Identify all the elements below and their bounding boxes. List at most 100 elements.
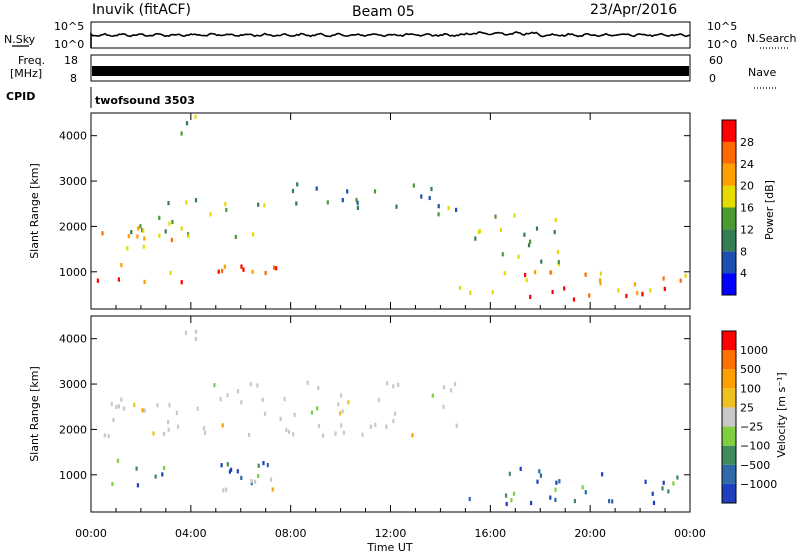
heatmap-cell: [326, 200, 329, 205]
heatmap-cell: [224, 202, 227, 207]
heatmap-cell: [250, 479, 253, 484]
heatmap-cell: [662, 480, 665, 485]
y-tick-label: 1000: [59, 469, 87, 482]
heatmap-cell: [341, 409, 344, 414]
heatmap-cell: [676, 475, 679, 480]
heatmap-cell: [538, 469, 541, 474]
heatmap-cell: [249, 382, 252, 387]
heatmap-cell: [539, 473, 542, 478]
colorbar-tick-label: 12: [740, 223, 754, 236]
colorbar-segment: [722, 229, 736, 252]
heatmap-cell: [549, 495, 552, 500]
heatmap-cell: [279, 416, 282, 421]
heatmap-cell: [230, 467, 233, 472]
heatmap-cell: [636, 290, 639, 296]
heatmap-cell: [269, 477, 273, 482]
heatmap-cell: [361, 432, 364, 437]
heatmap-cell: [599, 281, 602, 286]
heatmap-cell: [386, 381, 389, 386]
heatmap-cell: [141, 408, 144, 413]
heatmap-cell: [540, 259, 543, 264]
y-tick-label: 4000: [59, 130, 87, 143]
heatmap-cell: [266, 463, 269, 468]
y-tick-label: 3000: [59, 175, 87, 188]
heatmap-cell: [334, 431, 337, 436]
heatmap-cell: [187, 233, 190, 238]
heatmap-cell: [107, 433, 110, 439]
heatmap-cell: [663, 286, 666, 291]
nave-tick-bottom: 0: [709, 72, 716, 85]
heatmap-cell: [116, 458, 120, 463]
heatmap-cell: [161, 472, 164, 477]
heatmap-cell: [184, 330, 188, 335]
heatmap-cell: [512, 491, 516, 496]
heatmap-cell: [185, 200, 188, 205]
heatmap-cell: [180, 131, 183, 136]
x-tick-label: 00:00: [75, 527, 107, 540]
heatmap-cell: [556, 250, 560, 255]
nsky-tick-top: 10^5: [54, 20, 84, 33]
heatmap-cell: [322, 433, 325, 438]
velocity-y-axis-label: Slant Range [km]: [28, 366, 41, 462]
heatmap-cell: [252, 232, 255, 237]
heatmap-cell: [257, 202, 260, 207]
heatmap-cell: [96, 278, 99, 283]
colorbar-segment: [722, 251, 736, 274]
heatmap-cell: [341, 198, 344, 203]
heatmap-cell: [469, 290, 472, 295]
colorbar-frame: [721, 330, 737, 504]
heatmap-cell: [339, 411, 342, 416]
heatmap-cell: [551, 289, 554, 295]
colorbar-segment: [722, 331, 736, 351]
x-tick-label: 00:00: [674, 527, 706, 540]
heatmap-cell: [397, 382, 400, 387]
colorbar-tick-label: −500: [740, 459, 770, 472]
heatmap-cell: [442, 404, 445, 409]
heatmap-cell: [573, 499, 576, 504]
heatmap-cell: [127, 234, 130, 239]
heatmap-cell: [194, 114, 197, 119]
heatmap-cell: [535, 226, 539, 231]
date-title: 23/Apr/2016: [590, 2, 677, 18]
heatmap-cell: [264, 270, 267, 276]
heatmap-cell: [625, 293, 628, 299]
heatmap-cell: [374, 422, 377, 427]
freq-trace-band: [92, 66, 689, 76]
heatmap-cell: [599, 278, 602, 283]
x-tick-label: 04:00: [175, 527, 207, 540]
colorbar-tick-label: 25: [740, 401, 754, 414]
heatmap-cell: [275, 266, 278, 271]
heatmap-cell: [126, 246, 129, 251]
heatmap-cell: [499, 227, 502, 232]
heatmap-cell: [392, 419, 395, 424]
colorbar-segment: [722, 388, 736, 408]
heatmap-cell: [142, 244, 145, 249]
heatmap-cell: [455, 207, 458, 212]
heatmap-cell: [256, 383, 259, 388]
heatmap-cell: [111, 481, 114, 486]
heatmap-cell: [291, 188, 295, 194]
heatmap-cell: [254, 479, 257, 484]
heatmap-cell: [536, 479, 539, 484]
velocity-colorbar: 1000 500 100 25 −25 −100 −500 −1000: [721, 330, 777, 504]
heatmap-cell: [222, 488, 225, 493]
freq-panel-frame: [90, 54, 691, 82]
colorbar-tick-label: 28: [740, 136, 754, 149]
heatmap-cell: [110, 401, 113, 406]
heatmap-cell: [346, 189, 349, 194]
heatmap-cell: [337, 402, 340, 407]
heatmap-cell: [293, 412, 296, 417]
heatmap-cell: [242, 267, 245, 272]
heatmap-cell: [209, 212, 212, 217]
heatmap-cell: [554, 487, 557, 492]
heatmap-cell: [123, 406, 126, 411]
heatmap-cell: [162, 431, 166, 437]
freq-unit: [MHz]: [10, 67, 42, 80]
heatmap-cell: [236, 469, 239, 474]
heatmap-cell: [171, 219, 174, 225]
colorbar-tick-label: 500: [740, 363, 761, 376]
heatmap-cell: [411, 433, 414, 438]
heatmap-cell: [527, 243, 531, 248]
nsky-label: N.Sky: [4, 33, 36, 46]
x-tick-label: 20:00: [574, 527, 606, 540]
